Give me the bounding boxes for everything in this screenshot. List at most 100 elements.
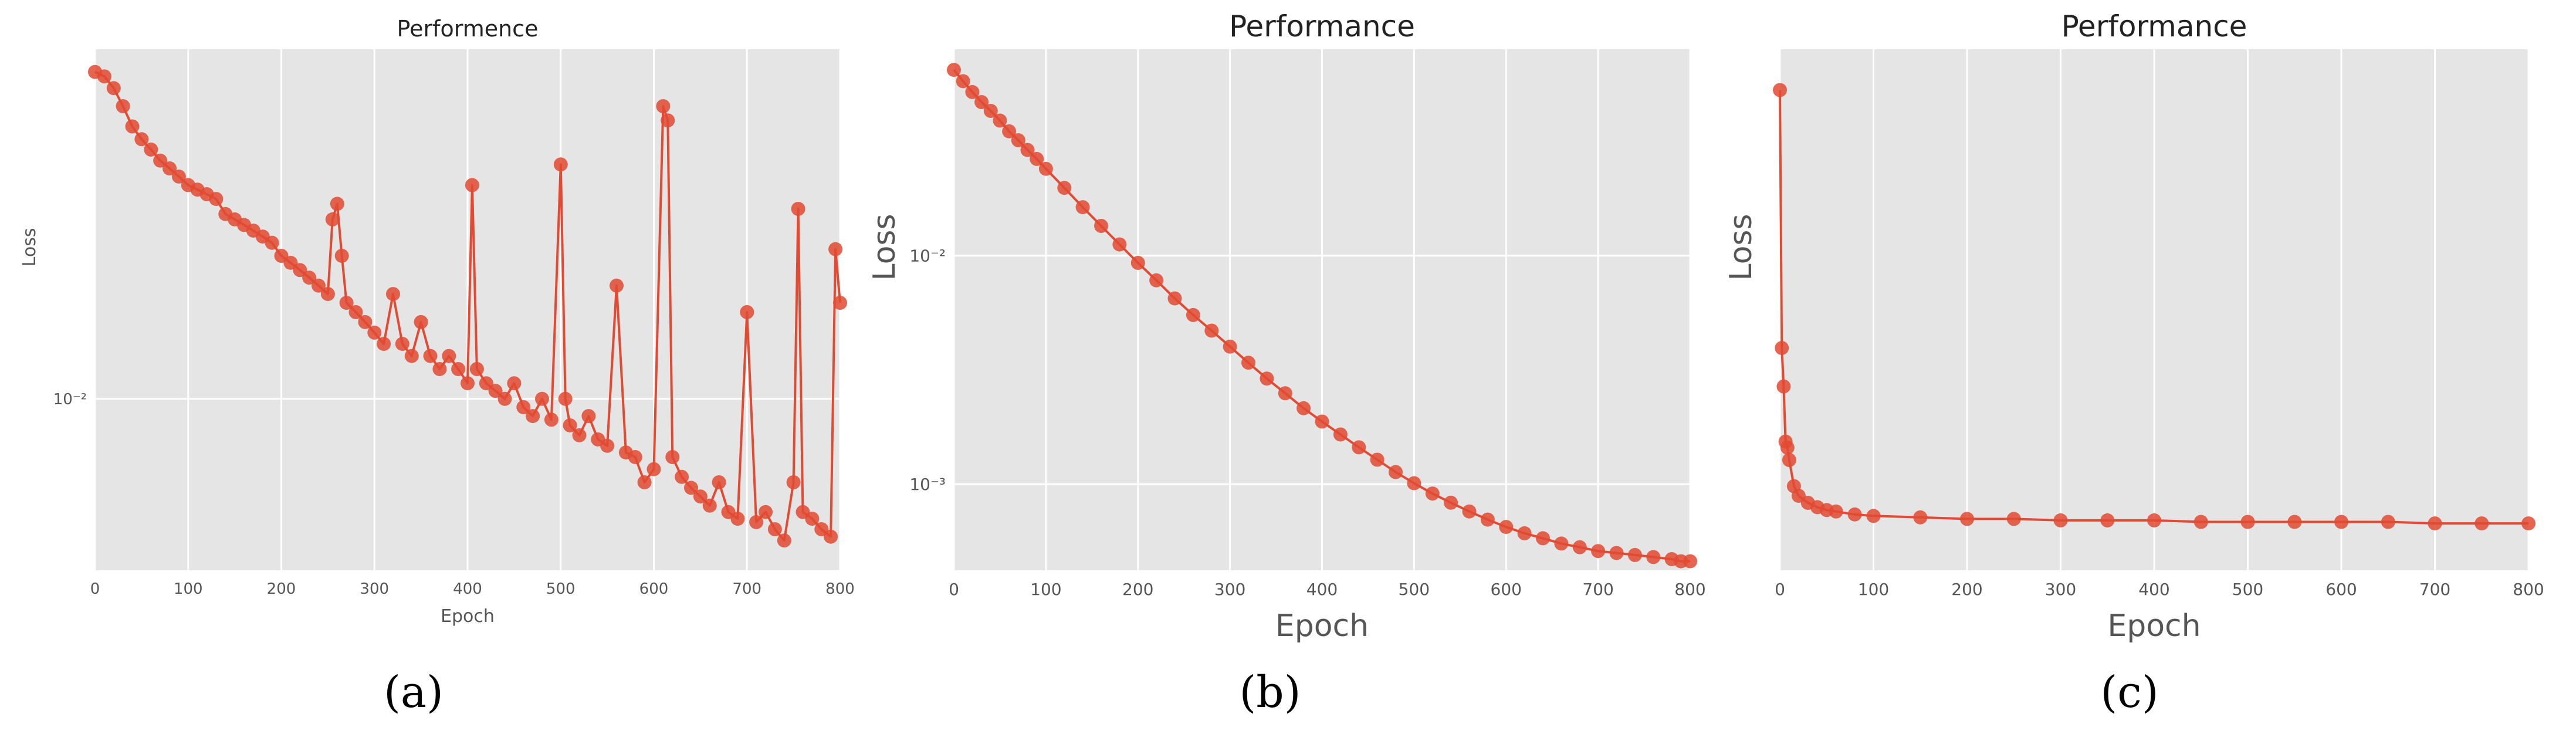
panel-label: (c) [2100, 667, 2158, 718]
data-point [1444, 495, 1458, 510]
data-point [610, 278, 624, 293]
x-tick-label: 200 [1951, 580, 1982, 599]
data-point [1130, 256, 1145, 270]
data-point [469, 362, 484, 376]
x-tick-label: 300 [360, 580, 389, 598]
data-point [348, 305, 363, 319]
data-point [1278, 386, 1292, 401]
y-axis-label: Loss [867, 214, 902, 280]
data-point [302, 270, 317, 285]
data-point [1075, 200, 1090, 215]
data-point [2194, 515, 2208, 529]
x-tick-label: 500 [1399, 580, 1430, 599]
data-point [1773, 83, 1787, 97]
data-point [1260, 371, 1274, 386]
data-point [2100, 513, 2115, 527]
data-point [516, 400, 531, 414]
data-point [805, 512, 820, 526]
data-point [2381, 515, 2395, 529]
data-point [786, 475, 801, 489]
data-point [740, 305, 754, 319]
x-tick-label: 800 [2513, 580, 2544, 599]
data-point [1866, 509, 1881, 523]
data-point [153, 153, 168, 168]
data-point [404, 349, 419, 363]
data-point [2475, 516, 2489, 531]
data-point [1572, 540, 1587, 554]
data-point [558, 391, 573, 406]
data-point [983, 104, 998, 118]
x-tick-label: 300 [2045, 580, 2076, 599]
chart-title: Performance [1229, 9, 1415, 43]
data-point [1780, 440, 1795, 455]
data-point [116, 99, 130, 113]
data-point [2521, 516, 2536, 531]
data-point [675, 469, 689, 484]
data-point [2287, 515, 2302, 529]
x-tick-label: 700 [732, 580, 761, 598]
data-point [1776, 379, 1791, 394]
panel-label: (b) [1239, 667, 1301, 718]
data-point [320, 287, 335, 302]
x-tick-label: 100 [174, 580, 203, 598]
data-point [1591, 544, 1606, 559]
data-point [1186, 307, 1200, 322]
data-point [646, 462, 661, 476]
data-point [1829, 504, 1843, 519]
chart-title: Performence [397, 16, 539, 42]
data-point [947, 63, 961, 77]
x-tick-label: 800 [1674, 580, 1705, 599]
x-axis-label: Epoch [2107, 608, 2201, 644]
data-point [2147, 513, 2161, 527]
data-point [1847, 507, 1862, 522]
x-axis-label: Epoch [1275, 608, 1369, 644]
data-point [600, 438, 615, 453]
data-point [661, 113, 675, 128]
data-point [767, 522, 782, 536]
x-tick-label: 600 [639, 580, 669, 598]
x-tick-label: 100 [1858, 580, 1889, 599]
data-point [824, 529, 838, 544]
data-point [1782, 453, 1796, 467]
data-point [1536, 531, 1550, 546]
data-point [974, 95, 989, 109]
data-point [1352, 440, 1366, 455]
data-point [2006, 512, 2021, 526]
data-point [777, 533, 791, 548]
x-tick-label: 500 [546, 580, 576, 598]
data-point [265, 235, 279, 250]
data-point [479, 376, 493, 391]
data-point [451, 362, 466, 376]
x-tick-label: 400 [453, 580, 482, 598]
data-point [1204, 323, 1219, 338]
chart-panel-2: 0 100 200 300 400 500 600 700 800 10⁻² 10⁻³ Perform… [867, 9, 1706, 718]
data-point [330, 197, 344, 211]
x-axis-label: Epoch [441, 606, 495, 627]
data-point [759, 505, 773, 519]
data-point [312, 278, 326, 293]
x-tick-label: 400 [2138, 580, 2169, 599]
y-tick-label: 10⁻² [53, 391, 87, 408]
data-point [106, 81, 121, 96]
data-point [1241, 356, 1255, 370]
data-point [1297, 401, 1311, 415]
data-point [749, 515, 764, 529]
data-point [1407, 476, 1421, 491]
data-point [1167, 291, 1182, 306]
data-point [2240, 515, 2255, 529]
data-point [488, 384, 503, 398]
data-point [339, 296, 354, 310]
data-point [1517, 526, 1532, 540]
data-point [1480, 512, 1495, 527]
data-point [1609, 546, 1624, 560]
data-point [432, 362, 447, 376]
data-point [828, 242, 843, 256]
x-tick-label: 700 [1582, 580, 1613, 599]
data-point [163, 161, 177, 175]
data-point [1913, 510, 1928, 525]
data-point [1038, 161, 1053, 176]
y-axis-label: Loss [1724, 214, 1759, 280]
x-tick-label: 700 [2419, 580, 2450, 599]
data-point [702, 498, 717, 513]
data-point [526, 409, 540, 424]
